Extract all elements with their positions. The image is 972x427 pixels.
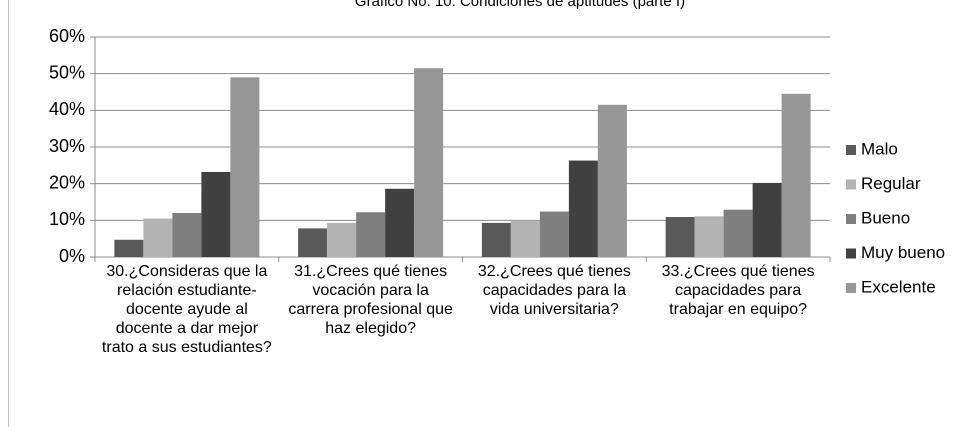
- y-tick-label: 10%: [49, 209, 85, 229]
- bar: [201, 171, 231, 257]
- legend-swatch: [846, 248, 856, 259]
- bar: [568, 160, 598, 257]
- bar: [327, 222, 357, 257]
- legend-swatch: [846, 145, 856, 155]
- y-tick-label: 20%: [49, 172, 85, 192]
- x-tick-label: 32.¿Crees qué tienes capacidades para la…: [477, 263, 631, 318]
- y-tick-label: 60%: [49, 26, 85, 46]
- legend-label: Excelente: [861, 277, 936, 296]
- bar: [385, 188, 415, 257]
- x-tick-label: 30.¿Consideras que la relación estudiant…: [101, 263, 272, 356]
- bar: [510, 220, 540, 257]
- y-tick-label: 50%: [49, 62, 85, 82]
- bar: [597, 104, 627, 257]
- bar: [694, 216, 724, 257]
- y-tick-label: 40%: [49, 99, 85, 119]
- bar: [723, 209, 753, 257]
- bar: [781, 93, 811, 257]
- legend-label: Malo: [861, 139, 898, 158]
- bar: [481, 222, 511, 257]
- chart-title: Gráfico No. 10: Condiciones de aptitudes…: [355, 0, 685, 10]
- y-tick-label: 0%: [59, 246, 85, 266]
- legend-label: Regular: [861, 174, 921, 193]
- chart-frame: [8, 0, 9, 427]
- legend-swatch: [846, 179, 856, 190]
- x-tick-label: 31.¿Crees qué tienes vocación para la ca…: [288, 263, 453, 337]
- legend-swatch: [846, 283, 856, 293]
- bar: [172, 213, 202, 257]
- bar: [665, 217, 695, 257]
- bar: [752, 182, 782, 257]
- bar: [356, 212, 386, 257]
- bar: [143, 218, 173, 257]
- bar: [230, 77, 260, 257]
- x-tick-label: 33.¿Crees qué tienes capacidades para tr…: [661, 263, 815, 318]
- bar: [414, 68, 444, 258]
- y-tick-label: 30%: [49, 136, 85, 156]
- bar: [114, 239, 144, 257]
- legend-label: Muy bueno: [861, 243, 945, 262]
- bar: [539, 211, 569, 257]
- legend-label: Bueno: [861, 208, 910, 227]
- bar: [298, 228, 328, 257]
- legend-swatch: [846, 214, 856, 224]
